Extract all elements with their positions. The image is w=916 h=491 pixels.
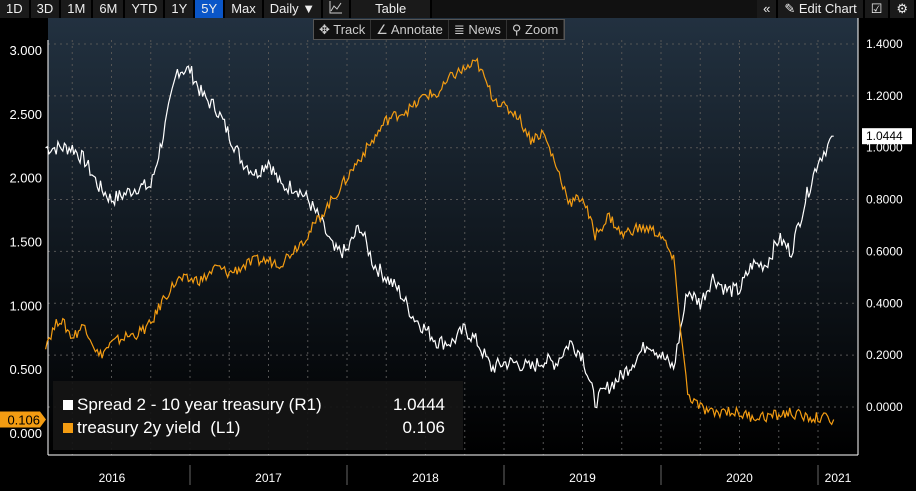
x-axis-tick-label: 2018: [412, 471, 439, 485]
edit-chart-label: Edit Chart: [798, 1, 857, 16]
left-last-value-tag: [0, 411, 46, 428]
right-last-value: 1.0444: [866, 129, 903, 143]
pencil-icon: ✎: [784, 1, 796, 16]
range-max[interactable]: Max: [225, 0, 262, 18]
toolbar-spacer: [432, 0, 758, 18]
spread-line: [45, 65, 834, 409]
right-axis-tick-label: 0.4000: [866, 296, 903, 310]
right-axis-tick-label: 1.0000: [866, 141, 903, 155]
right-axis-tick-label: 0.6000: [866, 244, 903, 258]
range-5y[interactable]: 5Y: [195, 0, 224, 18]
left-axis-tick-label: 3.000: [9, 43, 42, 58]
legend-item-2y-yield: treasury 2y yield (L1) 0.106: [63, 416, 453, 439]
frequency-dropdown[interactable]: Daily ▼: [263, 0, 322, 18]
x-axis-tick-label: 2019: [569, 471, 596, 485]
legend-value: 1.0444: [393, 394, 445, 414]
left-axis-tick-label: 1.000: [9, 298, 42, 313]
zoom-button[interactable]: ⚲ Zoom: [507, 20, 565, 39]
left-axis-tick-label: 2.000: [9, 171, 42, 186]
checklist-icon[interactable]: ☑: [864, 0, 889, 18]
range-1y[interactable]: 1Y: [165, 0, 194, 18]
right-axis-tick-label: 0.8000: [866, 193, 903, 207]
right-last-value-tag: [862, 128, 912, 145]
legend-swatch: [63, 422, 73, 433]
track-button[interactable]: ✥ Track: [314, 20, 372, 39]
range-3d[interactable]: 3D: [30, 0, 60, 18]
x-axis-tick-label: 2017: [255, 471, 282, 485]
yield-line: [45, 57, 835, 426]
x-axis-tick-label: 2021: [825, 471, 852, 485]
range-1m[interactable]: 1M: [61, 0, 92, 18]
left-axis-tick-label: 1.500: [9, 234, 42, 249]
legend-label: Spread 2 - 10 year treasury (R1): [77, 394, 322, 414]
left-last-value: 0.106: [7, 412, 40, 427]
edit-chart-button[interactable]: ✎ Edit Chart: [778, 0, 863, 18]
range-ytd[interactable]: YTD: [125, 0, 164, 18]
right-axis-tick-label: 1.2000: [866, 89, 903, 103]
left-axis-tick-label: 0.000: [9, 426, 42, 441]
x-axis-tick-label: 2020: [726, 471, 753, 485]
line-chart-icon[interactable]: [323, 0, 350, 18]
legend-label: treasury 2y yield (L1): [77, 417, 241, 437]
legend: Spread 2 - 10 year treasury (R1) 1.0444 t…: [53, 381, 463, 450]
right-axis-tick-label: 0.0000: [866, 400, 903, 414]
range-1d[interactable]: 1D: [0, 0, 29, 18]
gear-icon[interactable]: ⚙: [890, 0, 914, 18]
annotate-button[interactable]: ∠ Annotate: [371, 20, 449, 39]
collapse-button[interactable]: «: [757, 0, 777, 18]
left-axis-tick-label: 2.500: [9, 107, 42, 122]
top-toolbar: 1D 3D 1M 6M YTD 1Y 5Y Max Daily ▼ Table …: [0, 0, 916, 18]
legend-item-spread: Spread 2 - 10 year treasury (R1) 1.0444: [63, 393, 453, 416]
news-button[interactable]: ≣ News: [449, 20, 507, 39]
legend-value: 0.106: [402, 417, 445, 437]
right-axis-tick-label: 0.2000: [866, 348, 903, 362]
chart-tools: ✥ Track ∠ Annotate ≣ News ⚲ Zoom: [313, 19, 566, 40]
left-axis-tick-label: 0.500: [9, 362, 42, 377]
table-button[interactable]: Table: [351, 0, 431, 18]
range-6m[interactable]: 6M: [93, 0, 124, 18]
x-axis-tick-label: 2016: [99, 471, 126, 485]
right-axis-tick-label: 1.4000: [866, 37, 903, 51]
legend-swatch: [63, 399, 73, 410]
